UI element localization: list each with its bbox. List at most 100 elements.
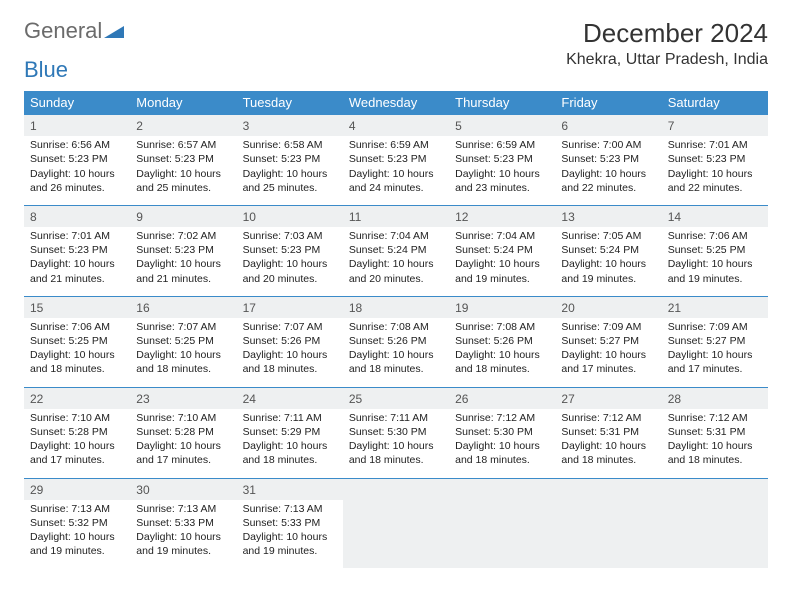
day-content-cell: Sunrise: 7:04 AMSunset: 5:24 PMDaylight:…: [343, 227, 449, 296]
day-content-cell: Sunrise: 7:07 AMSunset: 5:26 PMDaylight:…: [237, 318, 343, 387]
day-details: Sunrise: 6:59 AMSunset: 5:23 PMDaylight:…: [449, 136, 555, 205]
day-details: Sunrise: 7:11 AMSunset: 5:29 PMDaylight:…: [237, 409, 343, 478]
day-number: 22: [24, 388, 130, 409]
daylight-line2: and 18 minutes.: [243, 362, 337, 376]
day-details: Sunrise: 7:13 AMSunset: 5:32 PMDaylight:…: [24, 500, 130, 569]
day-number-cell: 14: [662, 205, 768, 227]
sunset-text: Sunset: 5:30 PM: [349, 425, 443, 439]
day-number-cell: [662, 478, 768, 500]
sunset-text: Sunset: 5:23 PM: [243, 152, 337, 166]
daylight-line1: Daylight: 10 hours: [30, 167, 124, 181]
day-details: Sunrise: 7:04 AMSunset: 5:24 PMDaylight:…: [449, 227, 555, 296]
day-details: Sunrise: 6:58 AMSunset: 5:23 PMDaylight:…: [237, 136, 343, 205]
day-number-cell: 13: [555, 205, 661, 227]
sunset-text: Sunset: 5:23 PM: [668, 152, 762, 166]
sunset-text: Sunset: 5:25 PM: [668, 243, 762, 257]
sunset-text: Sunset: 5:28 PM: [136, 425, 230, 439]
daylight-line2: and 18 minutes.: [243, 453, 337, 467]
day-details: Sunrise: 7:12 AMSunset: 5:30 PMDaylight:…: [449, 409, 555, 478]
day-details: Sunrise: 7:09 AMSunset: 5:27 PMDaylight:…: [662, 318, 768, 387]
day-number-cell: 16: [130, 296, 236, 318]
sunrise-text: Sunrise: 7:04 AM: [349, 229, 443, 243]
title-block: December 2024 Khekra, Uttar Pradesh, Ind…: [566, 18, 768, 69]
daylight-line2: and 18 minutes.: [136, 362, 230, 376]
daylight-line1: Daylight: 10 hours: [561, 439, 655, 453]
day-details: Sunrise: 7:08 AMSunset: 5:26 PMDaylight:…: [343, 318, 449, 387]
sunrise-text: Sunrise: 7:09 AM: [561, 320, 655, 334]
day-number: 9: [130, 206, 236, 227]
day-content-cell: Sunrise: 7:10 AMSunset: 5:28 PMDaylight:…: [130, 409, 236, 478]
daylight-line1: Daylight: 10 hours: [668, 348, 762, 362]
day-details: Sunrise: 7:07 AMSunset: 5:25 PMDaylight:…: [130, 318, 236, 387]
week-content-row: Sunrise: 7:01 AMSunset: 5:23 PMDaylight:…: [24, 227, 768, 296]
sunrise-text: Sunrise: 7:01 AM: [30, 229, 124, 243]
day-details: Sunrise: 7:12 AMSunset: 5:31 PMDaylight:…: [662, 409, 768, 478]
day-details: Sunrise: 7:04 AMSunset: 5:24 PMDaylight:…: [343, 227, 449, 296]
col-friday: Friday: [555, 91, 661, 115]
day-details: Sunrise: 6:59 AMSunset: 5:23 PMDaylight:…: [343, 136, 449, 205]
sunrise-text: Sunrise: 7:11 AM: [349, 411, 443, 425]
day-number: 6: [555, 115, 661, 136]
day-content-cell: Sunrise: 7:12 AMSunset: 5:31 PMDaylight:…: [555, 409, 661, 478]
day-content-cell: Sunrise: 6:56 AMSunset: 5:23 PMDaylight:…: [24, 136, 130, 205]
daylight-line2: and 19 minutes.: [136, 544, 230, 558]
daylight-line1: Daylight: 10 hours: [455, 257, 549, 271]
col-saturday: Saturday: [662, 91, 768, 115]
daylight-line1: Daylight: 10 hours: [455, 439, 549, 453]
day-number-cell: 7: [662, 115, 768, 137]
day-content-cell: Sunrise: 7:06 AMSunset: 5:25 PMDaylight:…: [24, 318, 130, 387]
day-content-cell: Sunrise: 7:09 AMSunset: 5:27 PMDaylight:…: [555, 318, 661, 387]
daylight-line1: Daylight: 10 hours: [349, 348, 443, 362]
day-number: 25: [343, 388, 449, 409]
daylight-line1: Daylight: 10 hours: [136, 167, 230, 181]
day-content-cell: Sunrise: 7:11 AMSunset: 5:30 PMDaylight:…: [343, 409, 449, 478]
week-number-row: 22232425262728: [24, 387, 768, 409]
day-number: 1: [24, 115, 130, 136]
day-content-cell: Sunrise: 6:58 AMSunset: 5:23 PMDaylight:…: [237, 136, 343, 205]
calendar-body: 1234567Sunrise: 6:56 AMSunset: 5:23 PMDa…: [24, 115, 768, 569]
day-details: Sunrise: 7:06 AMSunset: 5:25 PMDaylight:…: [662, 227, 768, 296]
col-tuesday: Tuesday: [237, 91, 343, 115]
day-content-cell: Sunrise: 7:01 AMSunset: 5:23 PMDaylight:…: [662, 136, 768, 205]
daylight-line1: Daylight: 10 hours: [30, 348, 124, 362]
sunset-text: Sunset: 5:33 PM: [136, 516, 230, 530]
col-wednesday: Wednesday: [343, 91, 449, 115]
day-number: 26: [449, 388, 555, 409]
day-details: Sunrise: 7:03 AMSunset: 5:23 PMDaylight:…: [237, 227, 343, 296]
day-content-cell: [449, 500, 555, 569]
day-number: 10: [237, 206, 343, 227]
day-details: Sunrise: 7:10 AMSunset: 5:28 PMDaylight:…: [130, 409, 236, 478]
sunset-text: Sunset: 5:32 PM: [30, 516, 124, 530]
day-number: 13: [555, 206, 661, 227]
day-number: 12: [449, 206, 555, 227]
sunset-text: Sunset: 5:24 PM: [349, 243, 443, 257]
day-number: 23: [130, 388, 236, 409]
daylight-line1: Daylight: 10 hours: [561, 167, 655, 181]
day-number-cell: 19: [449, 296, 555, 318]
sunrise-text: Sunrise: 7:13 AM: [30, 502, 124, 516]
sunrise-text: Sunrise: 7:08 AM: [349, 320, 443, 334]
daylight-line2: and 18 minutes.: [561, 453, 655, 467]
sunrise-text: Sunrise: 7:06 AM: [30, 320, 124, 334]
day-details: Sunrise: 7:13 AMSunset: 5:33 PMDaylight:…: [130, 500, 236, 569]
week-number-row: 1234567: [24, 115, 768, 137]
daylight-line2: and 26 minutes.: [30, 181, 124, 195]
day-content-cell: Sunrise: 7:13 AMSunset: 5:33 PMDaylight:…: [130, 500, 236, 569]
sunrise-text: Sunrise: 7:12 AM: [455, 411, 549, 425]
day-details: Sunrise: 7:01 AMSunset: 5:23 PMDaylight:…: [24, 227, 130, 296]
sunset-text: Sunset: 5:26 PM: [455, 334, 549, 348]
day-content-cell: Sunrise: 7:03 AMSunset: 5:23 PMDaylight:…: [237, 227, 343, 296]
daylight-line2: and 17 minutes.: [30, 453, 124, 467]
day-content-cell: [555, 500, 661, 569]
day-number-cell: 23: [130, 387, 236, 409]
day-number-cell: 5: [449, 115, 555, 137]
col-sunday: Sunday: [24, 91, 130, 115]
sunset-text: Sunset: 5:23 PM: [455, 152, 549, 166]
day-number-cell: [449, 478, 555, 500]
daylight-line1: Daylight: 10 hours: [561, 348, 655, 362]
day-number: 3: [237, 115, 343, 136]
day-details: Sunrise: 7:08 AMSunset: 5:26 PMDaylight:…: [449, 318, 555, 387]
day-content-cell: Sunrise: 7:12 AMSunset: 5:31 PMDaylight:…: [662, 409, 768, 478]
logo-word1: General: [24, 18, 102, 44]
daylight-line2: and 22 minutes.: [561, 181, 655, 195]
